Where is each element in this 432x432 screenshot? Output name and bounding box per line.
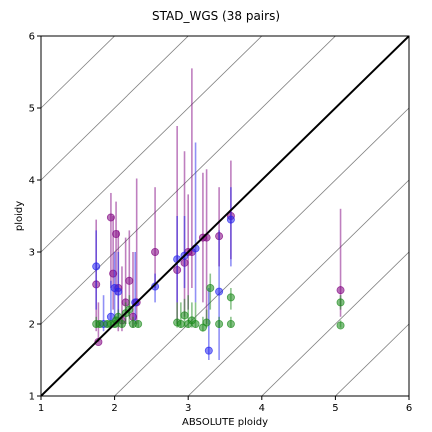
data-point: [114, 287, 123, 296]
data-point: [117, 319, 126, 328]
data-point: [336, 286, 345, 295]
y-tick-label: 4: [29, 176, 35, 187]
y-tick-label: 3: [29, 248, 35, 259]
data-point: [112, 229, 121, 238]
data-point: [226, 215, 235, 224]
data-point: [180, 311, 189, 320]
plot-area: 1 2 3 4 5 6 1 2 3 4 5 6: [29, 32, 413, 415]
data-point: [106, 213, 115, 222]
data-point: [202, 318, 211, 327]
x-tick-label: 4: [259, 403, 265, 414]
data-point: [191, 319, 200, 328]
data-point: [125, 276, 134, 285]
data-point: [206, 283, 215, 292]
x-axis-label: ABSOLUTE ploidy: [182, 417, 268, 428]
data-point: [134, 319, 143, 328]
data-point: [109, 269, 118, 278]
identity-line: [41, 36, 409, 396]
data-point: [336, 321, 345, 330]
x-tick-label: 6: [406, 403, 412, 414]
data-point: [215, 287, 224, 296]
data-point: [95, 319, 104, 328]
y-tick-label: 1: [29, 392, 35, 403]
plot-contents: [41, 36, 409, 396]
data-point: [176, 319, 185, 328]
x-tick-label: 3: [185, 403, 191, 414]
x-tick-label: 5: [332, 403, 338, 414]
y-tick-label: 2: [29, 320, 35, 331]
y-axis-label: ploidy: [14, 201, 25, 231]
data-point: [215, 319, 224, 328]
data-point: [226, 293, 235, 302]
plot-frame: [40, 35, 410, 397]
chart-title: STAD_WGS (38 pairs): [152, 9, 280, 23]
reference-line: [187, 179, 409, 396]
x-tick-label: 1: [38, 403, 44, 414]
data-point: [226, 319, 235, 328]
reference-line: [334, 323, 409, 396]
x-tick-label: 2: [111, 403, 117, 414]
data-point: [92, 262, 101, 271]
reference-line: [261, 251, 409, 396]
data-point: [204, 346, 213, 355]
data-point: [336, 298, 345, 307]
y-tick-label: 5: [29, 104, 35, 115]
data-point: [131, 298, 140, 307]
reference-line: [41, 36, 189, 181]
series-1: [92, 142, 235, 360]
reference-line: [114, 107, 409, 396]
reference-line: [41, 36, 263, 253]
y-tick-label: 6: [29, 32, 35, 43]
reference-line: [41, 36, 116, 109]
reference-line: [41, 36, 336, 325]
data-point: [151, 247, 160, 256]
